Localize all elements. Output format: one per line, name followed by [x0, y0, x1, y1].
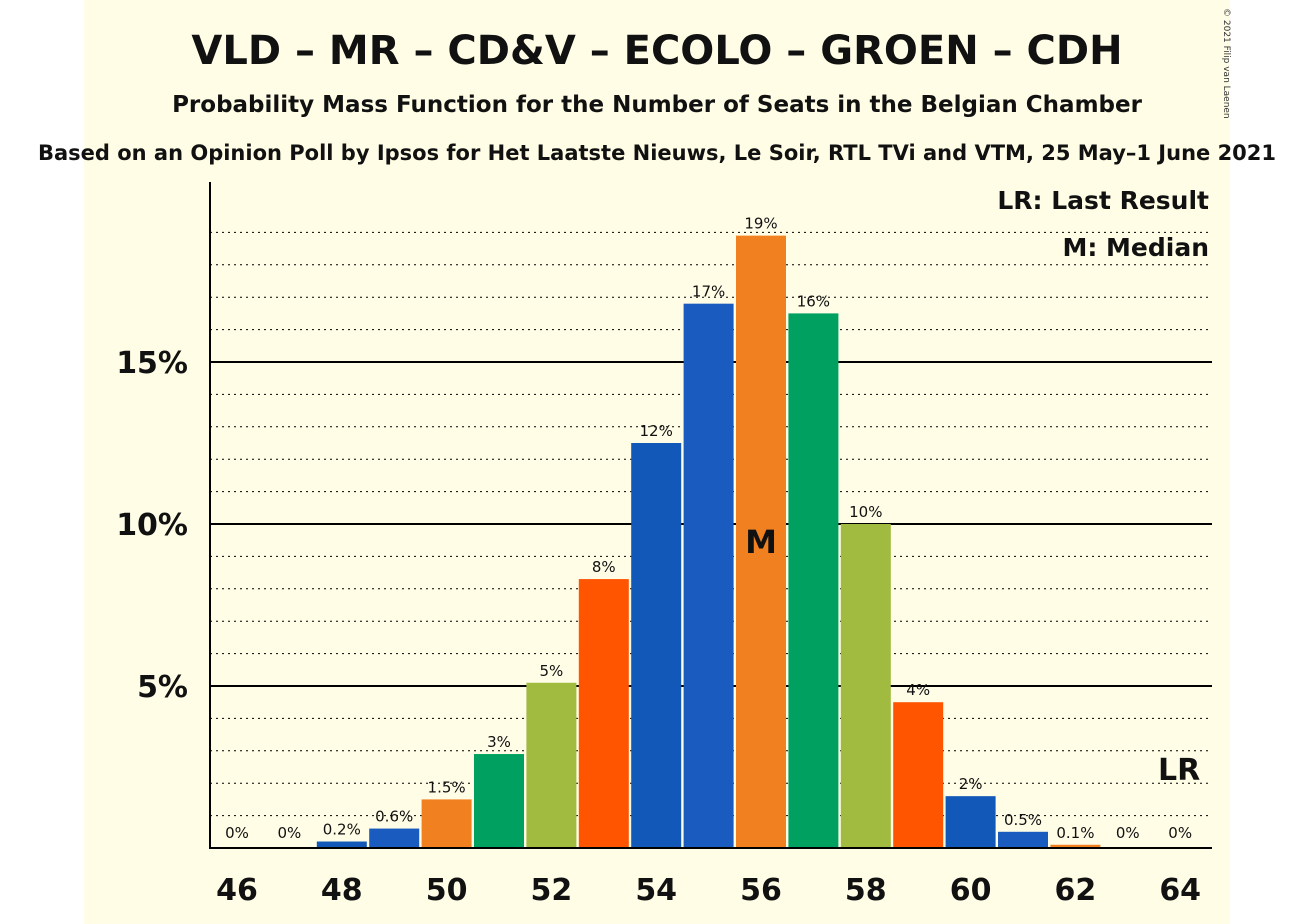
- bar-seat-62: [1050, 844, 1101, 848]
- bar-seat-50: [421, 799, 472, 848]
- y-tick-15: 15%: [116, 346, 188, 381]
- bar-label-seat-56: 19%: [744, 215, 777, 233]
- bar-seat-56: [736, 235, 786, 848]
- bar-seat-48: [316, 841, 367, 848]
- bar-label-seat-46: 0%: [225, 824, 249, 842]
- bar-label-seat-50: 1.5%: [428, 778, 466, 796]
- bar-label-seat-52: 5%: [540, 662, 564, 680]
- y-tick-10: 10%: [116, 508, 188, 543]
- bar-seat-54: [631, 443, 682, 848]
- bar-label-seat-47: 0%: [278, 824, 302, 842]
- bar-seat-49: [369, 828, 420, 848]
- x-tick-58: 58: [845, 873, 887, 908]
- bar-label-seat-54: 12%: [640, 422, 673, 440]
- x-tick-48: 48: [321, 873, 363, 908]
- copyright-note: © 2021 Filip van Laenen: [1221, 8, 1231, 119]
- x-tick-62: 62: [1055, 873, 1097, 908]
- x-tick-64: 64: [1159, 873, 1201, 908]
- x-tick-56: 56: [740, 873, 782, 908]
- bar-seat-55: [683, 303, 734, 848]
- bar-label-seat-64: 0%: [1168, 824, 1192, 842]
- bar-label-seat-63: 0%: [1116, 824, 1140, 842]
- bar-label-seat-53: 8%: [592, 558, 616, 576]
- bars: [316, 235, 1101, 848]
- bar-label-seat-59: 4%: [906, 681, 930, 699]
- bar-seat-60: [945, 796, 996, 848]
- median-marker: M: [745, 523, 777, 561]
- bar-label-seat-58: 10%: [849, 503, 882, 521]
- bar-label-seat-55: 17%: [692, 283, 725, 301]
- bar-seat-59: [893, 702, 944, 848]
- bar-seat-57: [788, 313, 839, 848]
- y-tick-labels: 5% 10% 15%: [116, 346, 188, 705]
- x-tick-54: 54: [635, 873, 677, 908]
- bar-label-seat-51: 3%: [487, 733, 511, 751]
- bar-label-seat-61: 0.5%: [1004, 811, 1042, 829]
- bar-labels: 0% 0% 0.2% 0.6% 1.5% 3% 5% 8% 12% 17% 19% 16% 10% 4% 2…: [225, 215, 1192, 842]
- bar-label-seat-48: 0.2%: [323, 821, 361, 839]
- bar-label-seat-62: 0.1%: [1056, 824, 1094, 842]
- bar-label-seat-49: 0.6%: [375, 808, 413, 826]
- x-tick-46: 46: [216, 873, 258, 908]
- bar-seat-52: [526, 682, 577, 848]
- bar-seat-53: [578, 579, 629, 848]
- y-tick-5: 5%: [137, 670, 188, 705]
- last-result-marker: LR: [1158, 753, 1200, 788]
- x-tick-50: 50: [426, 873, 468, 908]
- x-tick-60: 60: [950, 873, 992, 908]
- grid-lines: [210, 231, 1212, 817]
- x-tick-labels: 46 48 50 52 54 56 58 60 62 64: [216, 873, 1201, 908]
- bar-seat-58: [840, 524, 891, 848]
- chart-subtitle: Probability Mass Function for the Number…: [172, 92, 1143, 118]
- legend-last-result: LR: Last Result: [997, 186, 1209, 215]
- bar-label-seat-60: 2%: [959, 775, 983, 793]
- x-tick-52: 52: [531, 873, 573, 908]
- chart-title: VLD – MR – CD&V – ECOLO – GROEN – CDH: [191, 28, 1122, 74]
- legend-median: M: Median: [1062, 233, 1209, 262]
- bar-label-seat-57: 16%: [797, 292, 830, 310]
- chart-source: Based on an Opinion Poll by Ipsos for He…: [38, 141, 1276, 165]
- bar-seat-51: [474, 754, 524, 848]
- bar-seat-61: [998, 831, 1048, 848]
